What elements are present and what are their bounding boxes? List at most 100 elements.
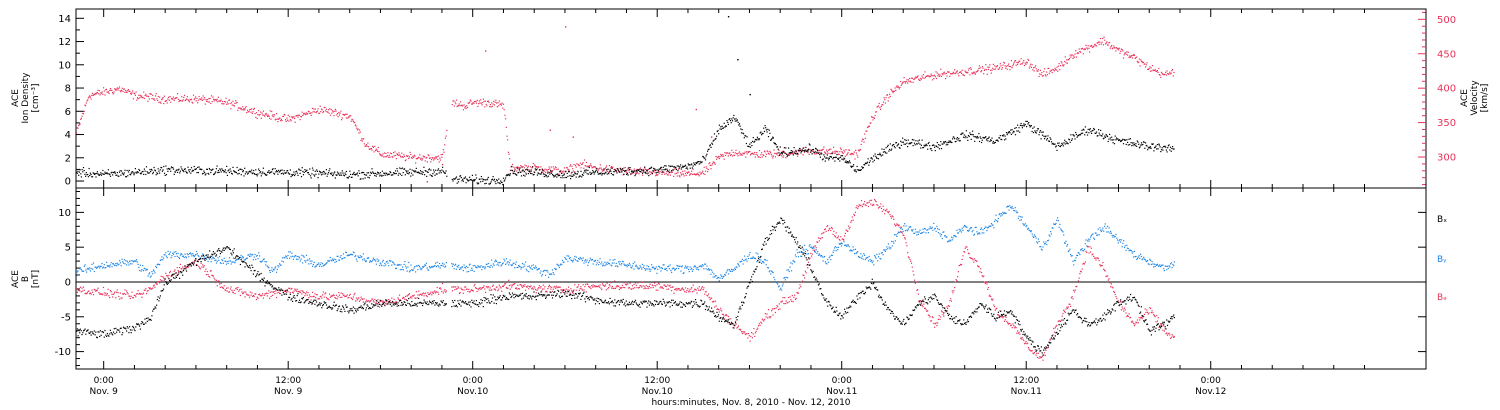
by-series-point [751, 257, 753, 259]
by-series-point [602, 263, 604, 265]
ion-density-series-point [339, 174, 341, 176]
velocity-series-point [953, 72, 955, 74]
bz-series-point [91, 289, 93, 291]
ion-density-series-point [484, 183, 486, 185]
ion-density-series-point [734, 118, 736, 120]
velocity-series-point [1080, 48, 1082, 50]
by-series-point [634, 261, 636, 263]
ion-density-series-point [98, 174, 100, 176]
ion-density-series-point [839, 156, 842, 158]
ion-density-series-point [352, 173, 354, 175]
ion-density-series-point [461, 180, 463, 182]
velocity-series-point [87, 99, 89, 101]
bz-series-point [159, 282, 161, 284]
velocity-series-point [191, 101, 193, 103]
by-series-point [172, 252, 174, 254]
bz-series-point [249, 291, 251, 293]
velocity-series-point [81, 115, 83, 117]
velocity-series-point [653, 170, 655, 172]
velocity-series-point [285, 119, 287, 121]
by-series-point [149, 276, 151, 278]
by-series-point [599, 258, 601, 260]
velocity-series-point [954, 73, 956, 75]
ion-density-series-point [1041, 131, 1043, 133]
velocity-series-point [94, 94, 96, 96]
ion-density-series-point [85, 172, 87, 174]
ion-density-series-point [863, 164, 865, 166]
velocity-series-point [413, 156, 415, 158]
velocity-series-point [465, 107, 467, 110]
ion-density-series-point [225, 172, 227, 174]
velocity-series-point [824, 151, 826, 153]
velocity-series-point [395, 158, 397, 160]
by-series-point [801, 255, 803, 258]
by-series-point [348, 254, 350, 257]
bz-series-point [216, 285, 218, 287]
ion-density-series-point [846, 161, 848, 163]
ion-density-series-point [882, 154, 884, 156]
velocity-series-point [144, 94, 146, 97]
bz-series-point [175, 272, 178, 274]
by-series-point [935, 230, 937, 232]
ion-density-series-point [443, 171, 445, 173]
bz-series-point [154, 286, 156, 288]
ion-density-series-point [107, 173, 109, 175]
velocity-series-point [560, 170, 562, 172]
by-series-point [489, 266, 491, 268]
velocity-series-point [157, 99, 159, 102]
ion-density-series-point [554, 175, 556, 177]
by-series-point [626, 266, 628, 268]
ion-density-series-point [210, 171, 212, 174]
velocity-series-point [684, 170, 686, 172]
ion-density-series-point [379, 175, 381, 177]
velocity-series-point [87, 97, 89, 99]
ion-density-series-point [498, 182, 500, 184]
velocity-series-point [223, 103, 225, 105]
by-series-point [777, 283, 779, 285]
ion-density-series-point [428, 168, 431, 170]
ion-density-series-point [812, 148, 815, 151]
ion-density-series-point [836, 154, 838, 156]
by-series-point [933, 222, 935, 224]
velocity-series-point [1017, 62, 1019, 64]
velocity-series-point [260, 117, 262, 119]
velocity-series-point [148, 98, 150, 100]
by-series-point [735, 266, 737, 268]
by-series-point [229, 257, 231, 259]
ion-density-series-point [1133, 142, 1135, 144]
ion-density-series-point [313, 174, 315, 176]
by-series-point [385, 264, 387, 266]
bz-series-point [252, 294, 254, 297]
ion-density-series-point [1127, 144, 1129, 146]
by-series-point [491, 259, 493, 261]
ion-density-series-point [636, 171, 638, 173]
ion-density-series-point [1044, 136, 1046, 138]
ion-density-series-point [1015, 127, 1017, 129]
by-series-point [163, 254, 165, 256]
by-series-point [266, 265, 268, 267]
velocity-series-point [1169, 73, 1172, 75]
bz-series-point [252, 295, 254, 298]
ion-density-series-point [688, 164, 690, 166]
by-series-point [568, 255, 570, 257]
ion-density-series-point [1095, 132, 1097, 134]
ion-density-series-point [549, 173, 551, 175]
velocity-series-point [594, 166, 596, 168]
ion-density-series-point [1098, 132, 1100, 134]
by-series-point [950, 240, 952, 242]
by-series-point [1005, 212, 1007, 214]
bz-series-point [185, 267, 187, 269]
velocity-series-point [548, 166, 550, 168]
velocity-series-point [1122, 57, 1125, 59]
ion-density-series-point [1156, 144, 1158, 146]
bz-series-point [219, 283, 221, 285]
velocity-series-point [812, 150, 814, 152]
velocity-series-point [763, 154, 765, 157]
by-series-point [136, 259, 138, 261]
velocity-series-point [720, 153, 722, 156]
by-series-point [644, 267, 646, 270]
velocity-series-point [1019, 60, 1021, 62]
by-series-point [126, 260, 128, 262]
by-series-point [869, 258, 871, 261]
bz-series-point [113, 292, 115, 294]
